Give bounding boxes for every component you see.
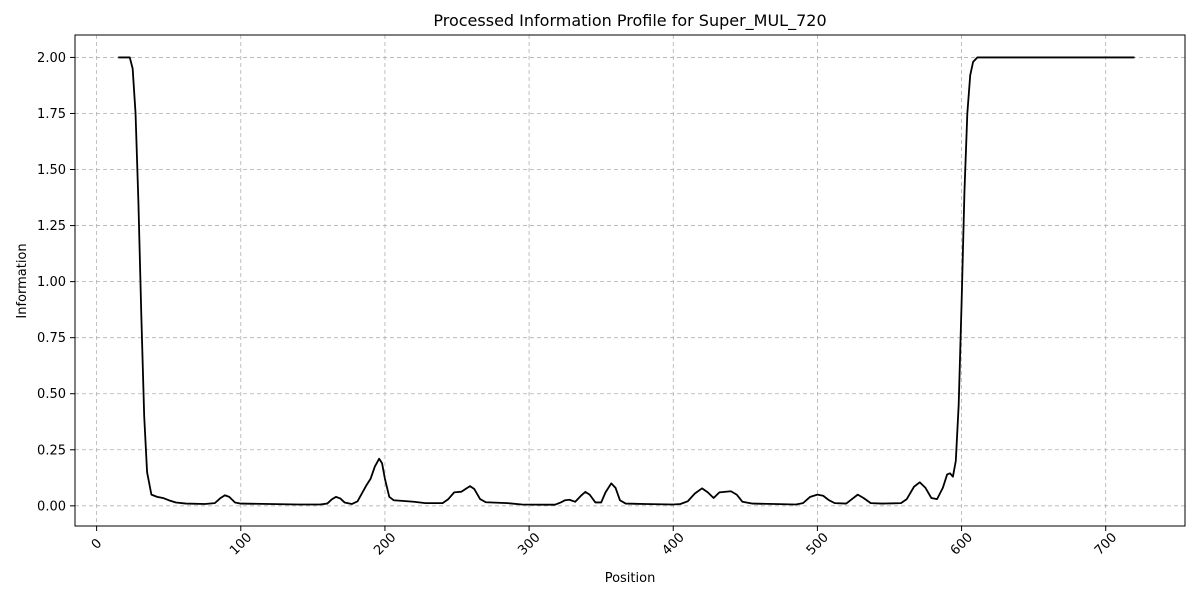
y-tick-label: 0.00 — [37, 499, 66, 514]
x-tick-label: 500 — [804, 530, 832, 558]
y-tick-label: 0.75 — [37, 331, 66, 346]
chart-title: Processed Information Profile for Super_… — [433, 11, 826, 31]
y-tick-label: 0.50 — [37, 387, 66, 402]
y-tick-label: 2.00 — [37, 51, 66, 66]
x-tick-label: 100 — [227, 530, 255, 558]
x-tick-label: 600 — [948, 530, 976, 558]
information-series-line — [118, 56, 1135, 506]
y-tick-label: 1.25 — [37, 219, 66, 234]
x-axis-label: Position — [605, 571, 656, 586]
plot-frame — [74, 34, 1186, 527]
tick-layer: 0 100 200 300 400 500 600 700 0.00 0.25 0.50 0.75 1.… — [37, 51, 1120, 559]
x-tick-label: 700 — [1092, 530, 1120, 558]
x-tick-label: 300 — [515, 530, 543, 558]
series-layer — [118, 56, 1135, 506]
x-tick-label: 0 — [89, 536, 105, 552]
x-tick-label: 200 — [371, 530, 399, 558]
y-tick-label: 1.75 — [37, 107, 66, 122]
x-tick-label: 400 — [660, 530, 688, 558]
y-axis-label: Information — [15, 243, 30, 318]
y-tick-label: 1.50 — [37, 163, 66, 178]
y-tick-label: 0.25 — [37, 443, 66, 458]
grid-layer — [75, 35, 1185, 526]
y-tick-label: 1.00 — [37, 275, 66, 290]
